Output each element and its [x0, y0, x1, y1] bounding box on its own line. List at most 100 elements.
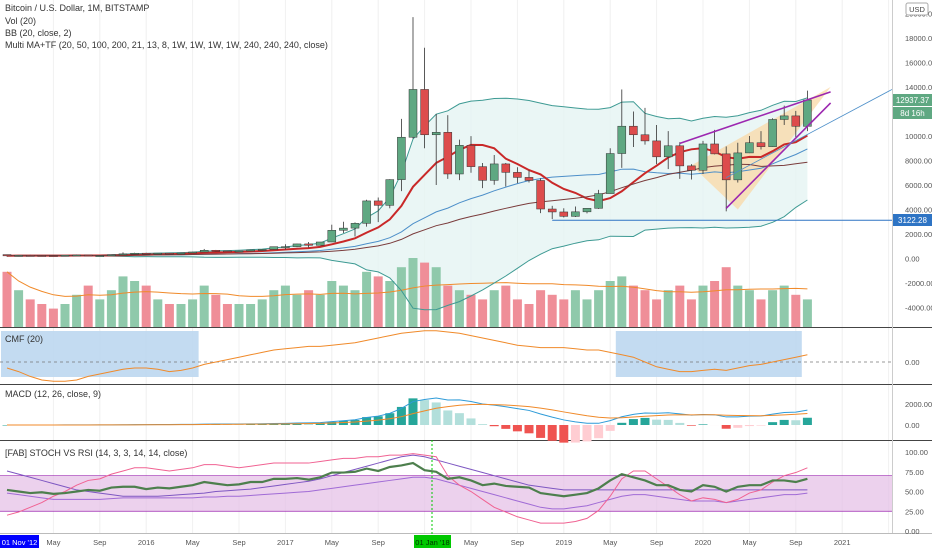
candle-body — [374, 201, 382, 205]
volume-bar — [803, 299, 812, 327]
volume-bar — [536, 290, 545, 327]
candle-body — [258, 249, 266, 250]
volume-bar — [501, 286, 510, 327]
candle-body — [119, 254, 127, 255]
volume-bar — [594, 290, 603, 327]
volume-bar — [467, 295, 476, 327]
stoch-rsi-indicator-label[interactable]: [FAB] STOCH VS RSI (14, 3, 3, 14, 14, cl… — [5, 448, 187, 458]
candle-body — [769, 119, 777, 146]
cursor-date-label: 01 Jan '18 — [415, 538, 449, 547]
volume-bar — [455, 290, 464, 327]
candle-body — [316, 242, 324, 245]
volume-bar — [791, 295, 800, 327]
candle-body — [363, 201, 371, 223]
candle-body — [467, 145, 475, 166]
candle-body — [38, 256, 46, 257]
volume-bar — [165, 304, 174, 327]
price-tick-label: 16000.00 — [905, 59, 932, 68]
macd-histogram-bar — [722, 425, 731, 429]
volume-bar — [420, 263, 429, 327]
volume-bar — [385, 281, 394, 327]
volume-bar — [200, 286, 209, 327]
macd-indicator-label[interactable]: MACD (12, 26, close, 9) — [5, 389, 101, 399]
macd-histogram-bar — [571, 425, 580, 443]
price-tick-label: 10000.00 — [905, 132, 932, 141]
candle-body — [305, 244, 313, 245]
candle-body — [328, 230, 336, 242]
macd-histogram-bar — [606, 425, 615, 431]
volume-bar — [745, 290, 754, 327]
candle-body — [745, 143, 753, 153]
macd-histogram-bar — [513, 425, 522, 431]
volume-bar — [664, 290, 673, 327]
volume-bar — [26, 299, 35, 327]
candle-body — [339, 228, 347, 230]
time-tick-label: Sep — [650, 538, 663, 547]
price-tick-label: 0.00 — [905, 255, 920, 264]
candle-body — [397, 137, 405, 179]
macd-histogram-bar — [548, 425, 557, 441]
cmf-indicator-label[interactable]: CMF (20) — [5, 334, 43, 344]
macd-histogram-bar — [501, 425, 510, 429]
bollinger-indicator-label[interactable]: BB (20, close, 2) — [5, 28, 72, 38]
candle-body — [780, 116, 788, 120]
candle-body — [421, 89, 429, 134]
volume-bar — [72, 295, 81, 327]
macd-histogram-bar — [629, 419, 638, 425]
candle-body — [757, 143, 765, 147]
volume-bar — [571, 290, 580, 327]
time-tick-label: Sep — [372, 538, 385, 547]
macd-histogram-bar — [432, 402, 441, 425]
candle-body — [537, 180, 545, 209]
macd-histogram-bar — [583, 425, 592, 441]
volume-bar — [107, 290, 116, 327]
volume-indicator-label[interactable]: Vol (20) — [5, 16, 36, 26]
time-tick-label: 2016 — [138, 538, 155, 547]
candle-body — [212, 250, 220, 251]
time-tick-label: May — [186, 538, 200, 547]
candle-body — [792, 116, 800, 126]
volume-bar — [768, 290, 777, 327]
candle-body — [200, 250, 208, 252]
multi-ma-indicator-label[interactable]: Multi MA+TF (20, 50, 100, 200, 21, 13, 8… — [5, 40, 328, 50]
macd-histogram-bar — [780, 420, 789, 425]
cmf-tick-label: 0.00 — [905, 358, 920, 367]
volume-bar — [293, 295, 302, 327]
volume-bar — [153, 299, 162, 327]
volume-bar — [559, 299, 568, 327]
candle-body — [606, 154, 614, 194]
candle-body — [247, 250, 255, 251]
volume-bar — [687, 299, 696, 327]
candle-body — [61, 255, 69, 256]
stoch-tick-label: 75.00 — [905, 468, 924, 477]
candle-body — [235, 251, 243, 252]
last-price-label: 12937.37 — [896, 96, 930, 105]
stoch-tick-label: 100.00 — [905, 448, 928, 457]
candle-body — [351, 223, 359, 228]
candle-body — [676, 146, 684, 166]
candle-body — [281, 247, 289, 248]
price-tick-label: -4000.00 — [905, 304, 932, 313]
macd-histogram-bar — [467, 418, 476, 425]
volume-bar — [235, 304, 244, 327]
volume-bar — [37, 304, 46, 327]
volume-bar — [84, 286, 93, 327]
volume-bar — [478, 299, 487, 327]
macd-histogram-bar — [409, 398, 418, 425]
volume-bar — [211, 295, 220, 327]
volume-bar — [304, 290, 313, 327]
macd-histogram-bar — [733, 425, 742, 428]
volume-bar — [583, 299, 592, 327]
time-tick-label: 2020 — [695, 538, 712, 547]
volume-bar — [722, 267, 731, 327]
time-tick-label: 2019 — [555, 538, 572, 547]
price-tick-label: 14000.00 — [905, 83, 932, 92]
candle-body — [490, 164, 498, 180]
macd-histogram-bar — [420, 400, 429, 425]
macd-histogram-bar — [617, 423, 626, 425]
candle-body — [270, 247, 278, 250]
price-tick-label: 18000.00 — [905, 34, 932, 43]
volume-bar — [397, 267, 406, 327]
candle-body — [583, 208, 591, 212]
